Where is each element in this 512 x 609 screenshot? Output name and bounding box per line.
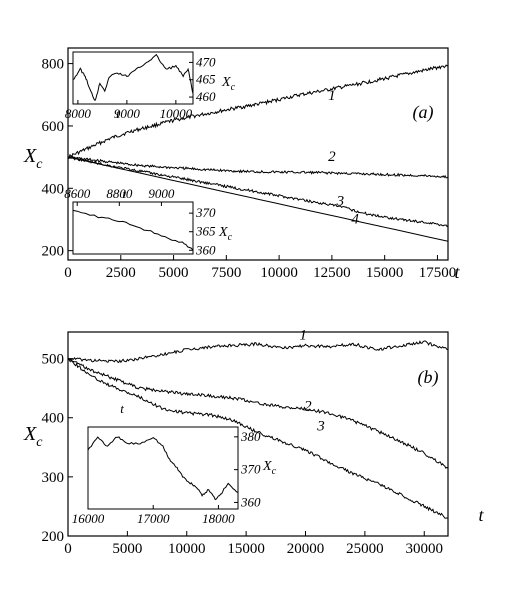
panel-label: (a) (413, 102, 434, 123)
inset-x-axis-label: t (120, 401, 124, 416)
series-label-1: 1 (328, 88, 336, 104)
inset-y-tick-label: 360 (195, 242, 216, 257)
x-tick-label: 12500 (313, 265, 351, 281)
inset-2: 8600 8800 9000 360 365 370 t Xc (64, 186, 232, 257)
y-tick-label: 600 (42, 119, 65, 135)
y-tick-label: 200 (42, 529, 65, 545)
inset-y-tick-label: 460 (196, 89, 216, 104)
series-line-2 (67, 357, 449, 469)
x-tick-label: 10000 (260, 265, 298, 281)
inset-x-tick-label: 18000 (202, 511, 235, 526)
series-line-3 (67, 358, 449, 519)
x-tick-label: 5000 (112, 541, 142, 557)
series-label-4: 4 (351, 212, 359, 228)
x-tick-label: 15000 (227, 541, 265, 557)
plot-frame (67, 331, 449, 537)
series-line-1 (67, 64, 449, 159)
series-label-2: 2 (328, 149, 336, 165)
inset-y-axis-label: Xc (221, 75, 236, 93)
series-line-2 (67, 155, 449, 179)
plot-frame (67, 47, 449, 261)
x-axis-label: t (478, 505, 484, 525)
y-tick-label: 200 (42, 244, 65, 260)
y-tick-label: 800 (42, 57, 65, 73)
x-tick-label: 17500 (419, 265, 457, 281)
inset-y-tick-label: 360 (240, 494, 261, 509)
panels: 0 2500 5000 7500 10000 12500 15000 175002004006… (23, 47, 484, 557)
x-tick-label: 7500 (211, 265, 241, 281)
inset-series-line (72, 209, 194, 251)
inset-x-tick-label: 8000 (65, 106, 92, 121)
inset-series-line (87, 436, 239, 501)
y-tick-label: 400 (42, 411, 65, 427)
x-tick-label: 30000 (406, 541, 444, 557)
series-label-3: 3 (316, 419, 325, 435)
inset-y-tick-label: 370 (195, 205, 216, 220)
x-tick-label: 25000 (346, 541, 384, 557)
x-tick-label: 20000 (287, 541, 325, 557)
x-tick-label: 2500 (106, 265, 136, 281)
inset-x-axis-label: t (116, 106, 120, 121)
inset-x-tick-label: 9000 (148, 186, 175, 201)
x-tick-label: 10000 (168, 541, 206, 557)
series-label-1: 1 (299, 328, 307, 344)
series-line-4 (67, 156, 449, 242)
inset-x-tick-label: 10000 (160, 106, 193, 121)
inset-y-axis-label: Xc (262, 459, 277, 477)
inset-y-tick-label: 370 (240, 462, 261, 477)
x-tick-label: 15000 (366, 265, 404, 281)
inset-x-tick-label: 17000 (137, 511, 170, 526)
inset-x-tick-label: 16000 (72, 511, 105, 526)
panel-label: (b) (418, 367, 439, 388)
inset-y-axis-label: Xc (218, 225, 233, 243)
x-tick-label: 5000 (159, 265, 189, 281)
inset-series-line (72, 53, 194, 102)
inset-x-tick-label: 8800 (106, 186, 133, 201)
series-line-3 (67, 156, 449, 228)
chart-panel-a: 0 2500 5000 7500 10000 12500 15000 17500 200 400 6… (23, 47, 460, 282)
inset-y-tick-label: 380 (240, 429, 261, 444)
series-line-1 (67, 340, 449, 364)
inset-frame (72, 51, 194, 105)
series-label-2: 2 (304, 399, 312, 415)
y-axis-label: Xc (23, 145, 43, 172)
inset-x-tick-label: 9000 (114, 106, 141, 121)
y-axis-label: Xc (23, 423, 43, 450)
y-tick-label: 500 (42, 352, 65, 368)
inset-frame (72, 201, 194, 255)
chart-panel-b: 0 5000 10000 15000 20000 25000 30000 200 300 400 5… (23, 328, 484, 557)
inset-x-axis-label: t (122, 186, 126, 201)
inset-y-tick-label: 365 (195, 224, 216, 239)
y-tick-label: 300 (42, 470, 65, 486)
inset-x-tick-label: 8600 (64, 186, 91, 201)
x-tick-label: 0 (64, 265, 72, 281)
inset-frame (87, 426, 239, 510)
inset-y-tick-label: 465 (196, 72, 216, 87)
y-tick-label: 400 (42, 181, 65, 197)
inset-1: 16000 17000 18000 360 370 380 t Xc (72, 401, 277, 526)
x-tick-label: 0 (64, 541, 72, 557)
inset-y-tick-label: 470 (196, 54, 216, 69)
series-label-3: 3 (336, 193, 345, 209)
x-axis-label: t (454, 262, 460, 282)
